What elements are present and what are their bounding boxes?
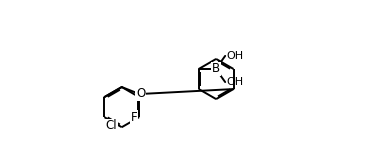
- Text: O: O: [136, 87, 145, 100]
- Text: OH: OH: [227, 77, 244, 87]
- Text: B: B: [212, 62, 220, 76]
- Text: F: F: [131, 111, 138, 124]
- Text: Cl: Cl: [105, 119, 117, 132]
- Text: OH: OH: [227, 51, 244, 61]
